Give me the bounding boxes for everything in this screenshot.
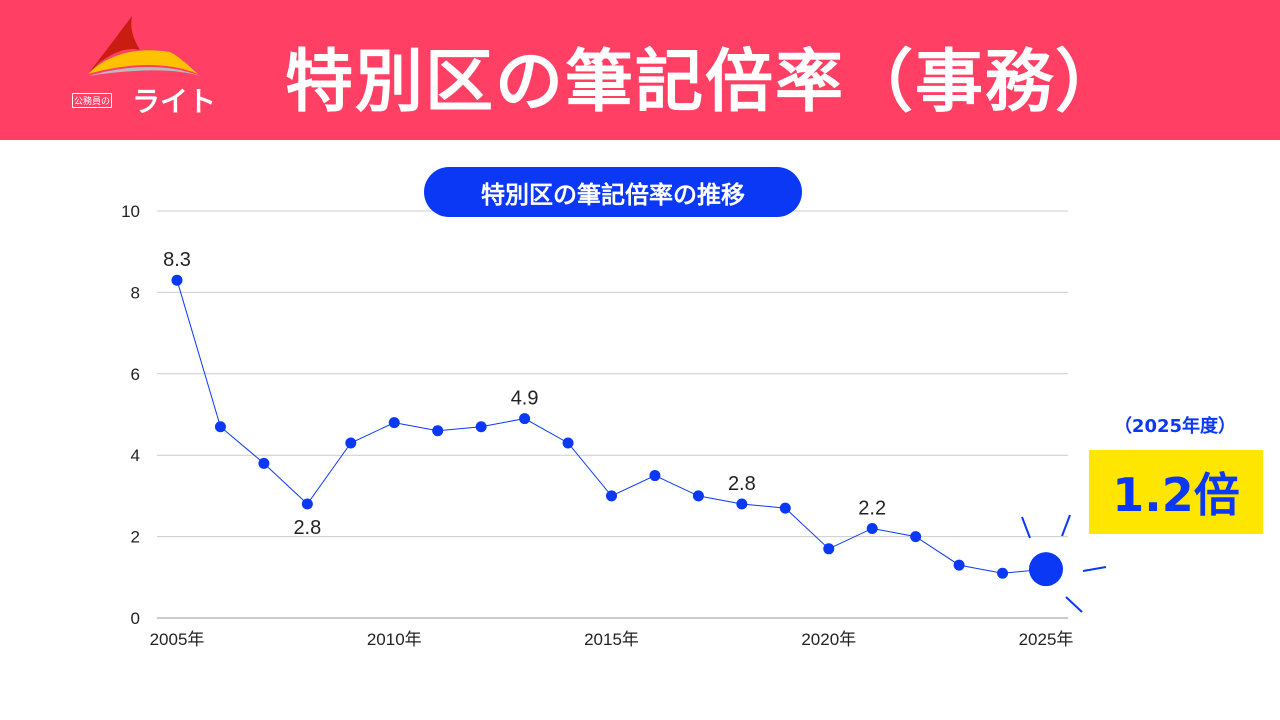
- burst-line: [1082, 566, 1107, 572]
- data-point: [692, 490, 704, 502]
- y-tick-label: 4: [131, 446, 140, 465]
- callout-year: （2025年度）: [1113, 416, 1237, 437]
- data-point: [258, 457, 270, 469]
- data-point: [345, 437, 357, 449]
- data-point: [997, 567, 1009, 579]
- burst-line: [1021, 516, 1031, 539]
- callout-value: 1.2倍: [1089, 450, 1263, 534]
- data-label: 2.8: [293, 517, 321, 539]
- y-tick-label: 10: [121, 202, 140, 221]
- data-point: [475, 421, 487, 433]
- data-point: [779, 502, 791, 514]
- data-label: 2.8: [728, 473, 756, 495]
- burst-line: [1065, 596, 1083, 613]
- data-label: 8.3: [163, 249, 191, 271]
- data-point: [606, 490, 617, 502]
- data-point: [388, 417, 400, 429]
- x-tick-label: 2015年: [584, 630, 639, 649]
- y-tick-label: 2: [131, 528, 140, 547]
- data-point: [301, 498, 313, 510]
- logo-small-text: 公務員の: [72, 93, 113, 108]
- x-tick-label: 2020年: [801, 630, 856, 649]
- y-tick-label: 6: [131, 365, 140, 384]
- data-point: [1029, 552, 1063, 587]
- y-tick-label: 0: [131, 609, 140, 628]
- x-tick-label: 2010年: [367, 630, 422, 649]
- data-label: 2.2: [858, 497, 886, 519]
- x-tick-label: 2025年: [1019, 630, 1074, 649]
- data-point: [519, 413, 531, 425]
- y-tick-label: 8: [131, 283, 140, 302]
- page-title: 特別区の筆記倍率（事務）: [285, 43, 1126, 122]
- logo: [70, 12, 210, 96]
- x-tick-label: 2005年: [150, 630, 205, 649]
- burst-line: [1061, 514, 1071, 537]
- data-point: [823, 543, 835, 555]
- data-point: [736, 498, 748, 510]
- data-point: [562, 437, 574, 449]
- logo-main-text: ライト: [132, 85, 217, 118]
- header-banner: 公務員の ライト 特別区の筆記倍率（事務）: [0, 0, 1280, 140]
- data-point: [910, 531, 922, 543]
- data-label: 4.9: [511, 388, 539, 410]
- chart-title: 特別区の筆記倍率の推移: [424, 167, 802, 217]
- data-point: [953, 559, 965, 571]
- data-point: [866, 522, 878, 534]
- data-point: [649, 470, 661, 482]
- data-point: [214, 421, 226, 433]
- data-point: [432, 425, 444, 437]
- data-point: [171, 274, 183, 286]
